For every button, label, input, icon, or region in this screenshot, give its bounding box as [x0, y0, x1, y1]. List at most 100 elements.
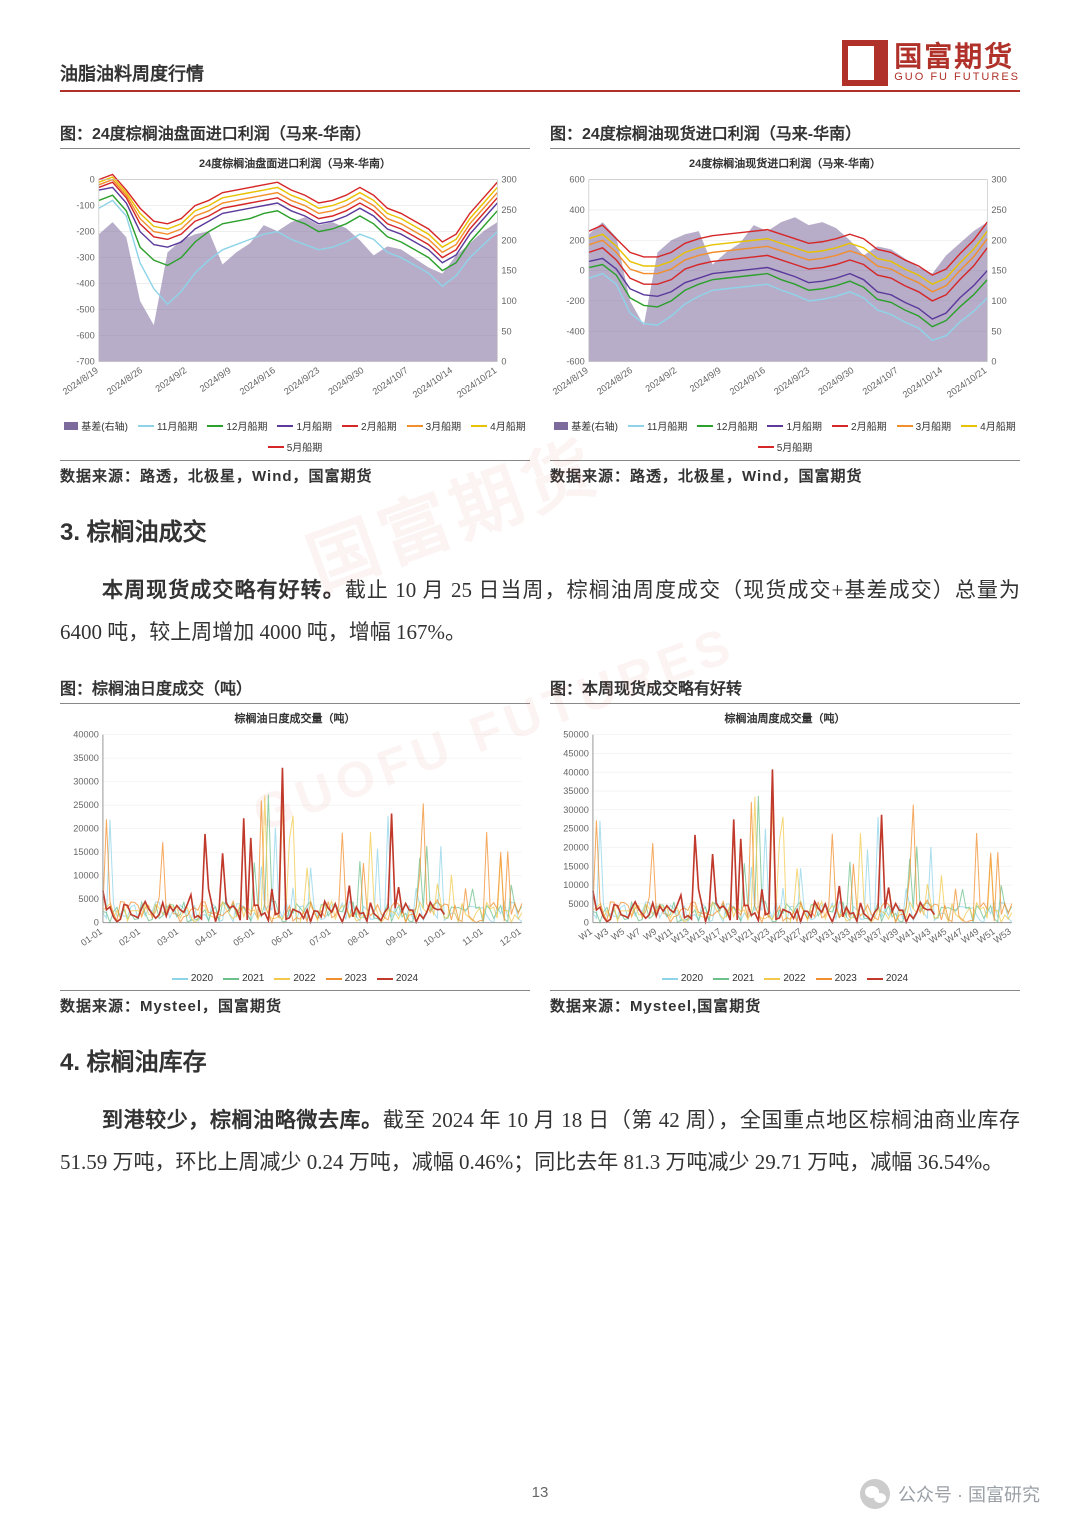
svg-text:06-01: 06-01	[269, 926, 294, 948]
page-header: 油脂油料周度行情 国富期货 GUO FU FUTURES	[60, 40, 1020, 92]
svg-text:-500: -500	[76, 305, 94, 315]
svg-text:-600: -600	[566, 357, 584, 367]
logo: 国富期货 GUO FU FUTURES	[842, 40, 1020, 86]
svg-text:-200: -200	[566, 296, 584, 306]
svg-text:W53: W53	[992, 926, 1013, 945]
chart-1-src: 数据来源：路透，北极星，Wind，国富期货	[60, 460, 530, 486]
svg-text:200: 200	[991, 235, 1006, 245]
svg-text:40000: 40000	[563, 767, 589, 777]
svg-text:2024/8/19: 2024/8/19	[61, 365, 100, 397]
svg-text:2024/10/14: 2024/10/14	[411, 365, 454, 400]
svg-text:2024/10/14: 2024/10/14	[901, 365, 944, 400]
chart-2-src: 数据来源：路透，北极星，Wind，国富期货	[550, 460, 1020, 486]
svg-text:200: 200	[569, 235, 584, 245]
chart-1-canvas: -700-600-500-400-300-200-100005010015020…	[60, 171, 530, 411]
svg-text:W7: W7	[625, 926, 642, 942]
svg-text:2024/8/26: 2024/8/26	[105, 365, 144, 397]
svg-text:-100: -100	[76, 201, 94, 211]
chart-3: 图：棕榈油日度成交（吨） 棕榈油日度成交量（吨） 050001000015000…	[60, 675, 530, 1016]
svg-text:50: 50	[991, 326, 1001, 336]
svg-text:50000: 50000	[563, 730, 589, 740]
svg-text:15000: 15000	[563, 861, 589, 871]
svg-text:5000: 5000	[568, 899, 588, 909]
logo-en: GUO FU FUTURES	[894, 71, 1020, 83]
svg-text:04-01: 04-01	[193, 926, 218, 948]
svg-text:30000: 30000	[73, 777, 99, 787]
svg-text:03-01: 03-01	[155, 926, 180, 948]
chart-1-subtitle: 24度棕榈油盘面进口利润（马来-华南）	[60, 155, 530, 171]
charts-row-1: 图：24度棕榈油盘面进口利润（马来-华南） 24度棕榈油盘面进口利润（马来-华南…	[60, 120, 1020, 486]
svg-text:25000: 25000	[563, 824, 589, 834]
chart-3-subtitle: 棕榈油日度成交量（吨）	[60, 710, 530, 726]
svg-text:35000: 35000	[73, 753, 99, 763]
svg-text:07-01: 07-01	[308, 926, 333, 948]
chart-1: 图：24度棕榈油盘面进口利润（马来-华南） 24度棕榈油盘面进口利润（马来-华南…	[60, 120, 530, 486]
svg-text:2024/10/7: 2024/10/7	[371, 365, 410, 397]
svg-text:11-01: 11-01	[460, 926, 484, 947]
svg-text:100: 100	[991, 296, 1006, 306]
chart-4-canvas: 0500010000150002000025000300003500040000…	[550, 726, 1020, 966]
svg-text:W3: W3	[593, 926, 610, 942]
svg-text:2024/10/21: 2024/10/21	[455, 365, 498, 400]
chart-1-legend: 基差(右轴)11月船期12月船期1月船期2月船期3月船期4月船期5月船期	[60, 416, 530, 456]
svg-text:01-01: 01-01	[79, 926, 104, 948]
section4-body: 到港较少，棕榈油略微去库。截至 2024 年 10 月 18 日（第 42 周）…	[60, 1099, 1020, 1183]
section3-body: 本周现货成交略有好转。截止 10 月 25 日当周，棕榈油周度成交（现货成交+基…	[60, 569, 1020, 653]
svg-text:2024/9/2: 2024/9/2	[643, 365, 678, 394]
svg-text:15000: 15000	[73, 847, 99, 857]
svg-text:2024/9/9: 2024/9/9	[688, 365, 723, 394]
chart-4-legend: 20202021202220232024	[550, 971, 1020, 986]
chart-4-src: 数据来源：Mysteel,国富期货	[550, 990, 1020, 1016]
svg-text:25000: 25000	[73, 800, 99, 810]
svg-text:0: 0	[90, 175, 95, 185]
svg-text:0: 0	[580, 266, 585, 276]
chart-2-canvas: -600-400-2000200400600050100150200250300…	[550, 171, 1020, 411]
chart-4: 图：本周现货成交略有好转 棕榈油周度成交量（吨） 050001000015000…	[550, 675, 1020, 1016]
svg-text:-700: -700	[76, 357, 94, 367]
chart-2-title: 图：24度棕榈油现货进口利润（马来-华南）	[550, 120, 1020, 149]
svg-text:2024/9/23: 2024/9/23	[282, 365, 321, 397]
svg-text:150: 150	[991, 266, 1006, 276]
chart-2: 图：24度棕榈油现货进口利润（马来-华南） 24度棕榈油现货进口利润（马来-华南…	[550, 120, 1020, 486]
svg-text:50: 50	[501, 326, 511, 336]
svg-text:300: 300	[501, 175, 516, 185]
svg-text:2024/9/9: 2024/9/9	[198, 365, 233, 394]
chart-4-title: 图：本周现货成交略有好转	[550, 675, 1020, 704]
svg-text:5000: 5000	[78, 894, 98, 904]
svg-text:2024/9/30: 2024/9/30	[816, 365, 855, 397]
chart-3-title: 图：棕榈油日度成交（吨）	[60, 675, 530, 704]
svg-text:2024/8/19: 2024/8/19	[551, 365, 590, 397]
wechat-label: 公众号 · 国富研究	[898, 1481, 1040, 1507]
svg-text:-400: -400	[76, 279, 94, 289]
wechat-tag: 公众号 · 国富研究	[860, 1479, 1040, 1509]
section4-bold: 到港较少，棕榈油略微去库。	[102, 1108, 383, 1132]
chart-2-legend: 基差(右轴)11月船期12月船期1月船期2月船期3月船期4月船期5月船期	[550, 416, 1020, 456]
svg-text:-300: -300	[76, 253, 94, 263]
chart-3-src: 数据来源：Mysteel，国富期货	[60, 990, 530, 1016]
svg-text:05-01: 05-01	[231, 926, 256, 948]
chart-1-title: 图：24度棕榈油盘面进口利润（马来-华南）	[60, 120, 530, 149]
svg-text:08-01: 08-01	[346, 926, 371, 948]
section3-heading: 3. 棕榈油成交	[60, 512, 1020, 547]
logo-icon	[842, 40, 888, 86]
svg-text:0: 0	[501, 357, 506, 367]
svg-text:W1: W1	[577, 926, 594, 942]
svg-text:35000: 35000	[563, 786, 589, 796]
svg-text:2024/8/26: 2024/8/26	[595, 365, 634, 397]
svg-text:12-01: 12-01	[498, 926, 523, 948]
wechat-icon	[860, 1479, 890, 1509]
chart-3-canvas: 0500010000150002000025000300003500040000…	[60, 726, 530, 966]
svg-text:10000: 10000	[563, 880, 589, 890]
svg-text:2024/9/16: 2024/9/16	[238, 365, 277, 397]
logo-cn: 国富期货	[894, 43, 1020, 71]
svg-text:30000: 30000	[563, 805, 589, 815]
svg-text:100: 100	[501, 296, 516, 306]
section3-bold: 本周现货成交略有好转。	[102, 578, 345, 602]
svg-text:-200: -200	[76, 227, 94, 237]
svg-text:20000: 20000	[73, 824, 99, 834]
svg-text:W5: W5	[609, 926, 626, 942]
svg-text:250: 250	[991, 205, 1006, 215]
svg-text:20000: 20000	[563, 842, 589, 852]
chart-3-legend: 20202021202220232024	[60, 971, 530, 986]
svg-text:2024/9/23: 2024/9/23	[772, 365, 811, 397]
